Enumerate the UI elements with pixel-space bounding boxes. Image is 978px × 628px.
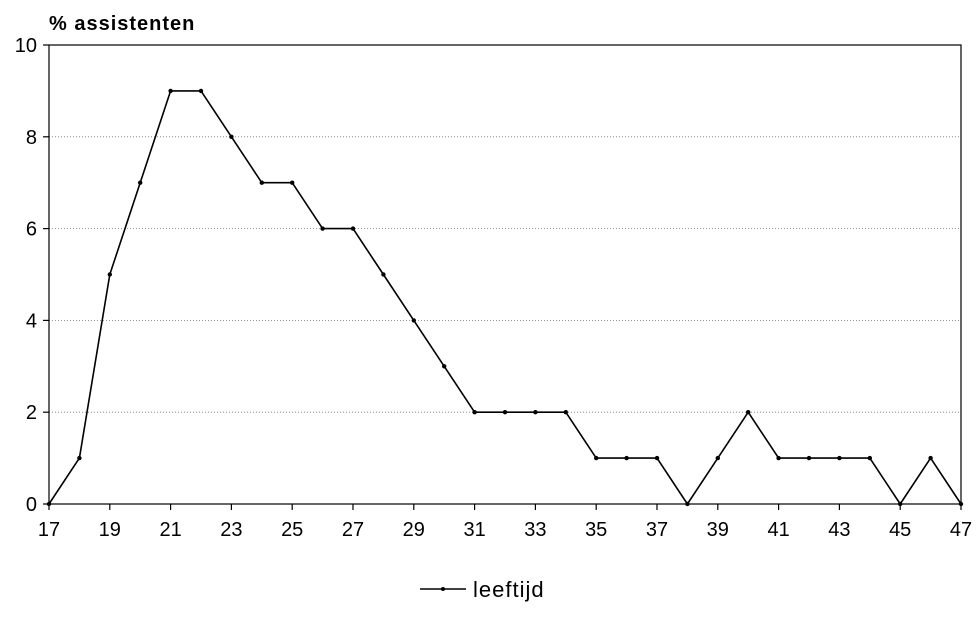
plot-area-frame	[48, 44, 962, 505]
data-point	[350, 226, 356, 231]
data-point	[715, 455, 720, 461]
data-point	[320, 226, 325, 231]
x-tick-label: 39	[707, 519, 729, 541]
data-point	[411, 318, 416, 323]
data-point	[77, 455, 82, 461]
data-point	[898, 501, 903, 507]
x-tick-label: 33	[524, 519, 546, 541]
x-tick-label: 27	[342, 519, 364, 541]
data-point	[472, 410, 477, 415]
data-point	[563, 410, 568, 415]
x-axis-ticks: 17 19 21 23 25 27 29 31 33 35 37 39 41 43 45 47	[38, 504, 972, 541]
x-tick-label: 35	[585, 519, 607, 541]
data-point	[837, 455, 842, 461]
data-point	[138, 180, 143, 185]
x-tick-label: 43	[828, 519, 850, 541]
data-point	[168, 88, 173, 94]
x-tick-label: 17	[38, 519, 60, 541]
series-group	[46, 88, 964, 507]
data-point	[654, 455, 660, 461]
data-point	[928, 455, 933, 461]
data-point	[806, 455, 812, 461]
x-tick-label: 21	[159, 519, 181, 541]
y-tick-label: 10	[15, 35, 37, 57]
y-tick-label: 6	[26, 219, 37, 241]
data-point	[107, 272, 113, 277]
x-tick-label: 23	[220, 519, 242, 541]
y-tick-label: 0	[26, 494, 37, 516]
data-point	[46, 501, 52, 507]
data-point	[624, 455, 629, 461]
y-tick-label: 8	[26, 127, 37, 149]
x-tick-label: 25	[281, 519, 303, 541]
legend-label: leeftijd	[473, 577, 545, 602]
data-point	[594, 455, 599, 461]
data-point	[685, 501, 690, 507]
x-tick-label: 19	[99, 519, 121, 541]
data-point	[746, 410, 751, 415]
y-tick-label: 2	[26, 402, 37, 424]
x-tick-label: 41	[767, 519, 789, 541]
x-tick-label: 45	[889, 519, 911, 541]
x-tick-label: 29	[403, 519, 425, 541]
data-point	[229, 134, 234, 139]
legend-marker	[441, 587, 445, 591]
data-point	[533, 410, 538, 415]
legend: leeftijd	[420, 577, 545, 602]
data-point	[867, 455, 872, 461]
data-point	[776, 455, 781, 461]
series-line	[48, 90, 962, 505]
data-point	[442, 364, 447, 369]
y-axis-ticks: 0 2 4 6 8 10	[15, 35, 49, 516]
data-point	[381, 272, 386, 277]
y-tick-label: 4	[26, 310, 37, 332]
data-point	[290, 180, 295, 185]
x-tick-label: 47	[950, 519, 972, 541]
x-tick-label: 37	[646, 519, 668, 541]
y-axis-label: % assistenten	[49, 13, 195, 35]
grid-lines	[49, 136, 961, 413]
x-tick-label: 31	[463, 519, 485, 541]
data-point	[198, 88, 204, 94]
data-point	[958, 501, 964, 507]
data-point	[259, 180, 264, 185]
data-point	[502, 410, 508, 415]
